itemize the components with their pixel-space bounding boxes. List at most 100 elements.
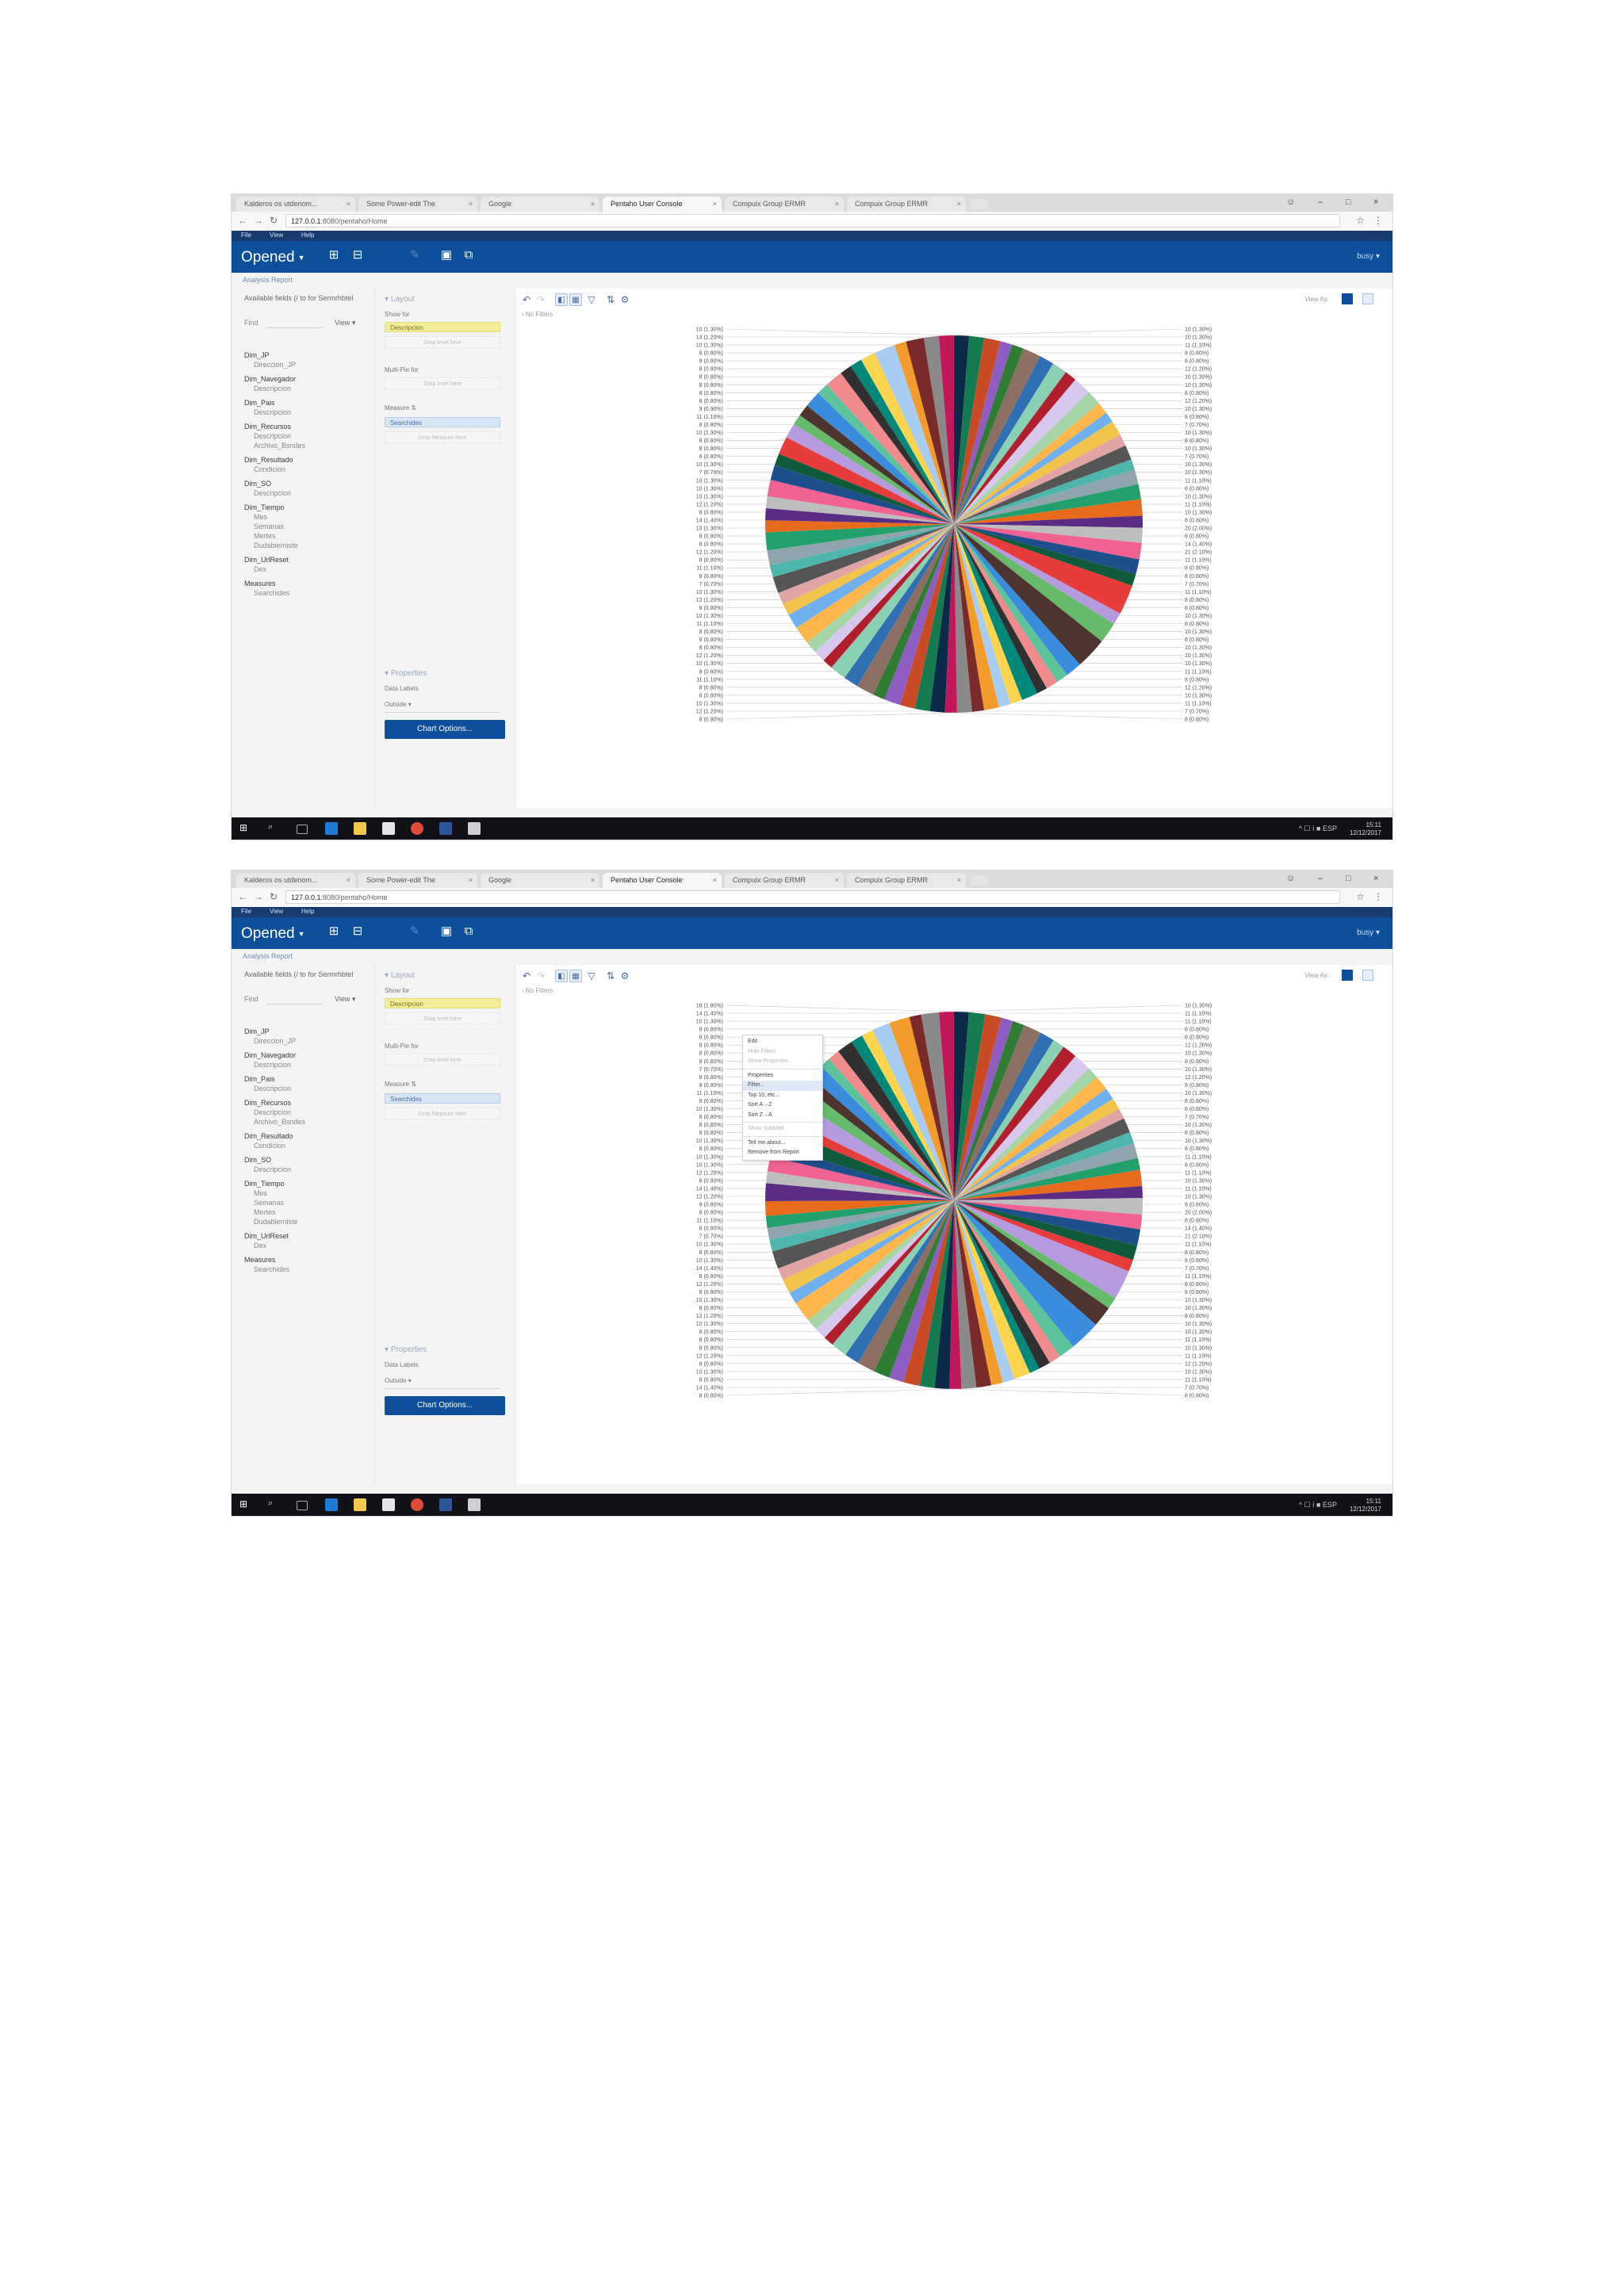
windows-start-icon[interactable]: ⊞ bbox=[239, 822, 248, 833]
pie-slice[interactable] bbox=[769, 524, 954, 577]
bookmark-star-icon[interactable]: ☆ bbox=[1356, 891, 1365, 902]
pie-slice[interactable] bbox=[954, 1032, 1054, 1200]
menu-help[interactable]: Help bbox=[301, 908, 315, 915]
pie-slice[interactable] bbox=[954, 1200, 1143, 1230]
menu-help[interactable]: Help bbox=[301, 232, 315, 239]
close-icon[interactable]: × bbox=[834, 200, 839, 208]
pie-slice[interactable] bbox=[826, 373, 954, 525]
edit-icon[interactable]: ⊟ bbox=[352, 924, 363, 938]
pie-slice[interactable] bbox=[954, 1200, 1060, 1363]
minimize-icon[interactable]: – bbox=[1318, 197, 1323, 207]
context-menu-item[interactable]: Properties bbox=[748, 1072, 773, 1078]
edge-icon[interactable] bbox=[325, 1498, 338, 1511]
url-input[interactable]: 127.0.0.1:8080/pentaho/Home bbox=[285, 890, 1340, 904]
save-icon[interactable]: ▣ bbox=[440, 924, 453, 938]
pie-slice[interactable] bbox=[821, 1058, 954, 1200]
browser-tab[interactable]: Some Power-edit The × bbox=[358, 197, 477, 212]
pie-slice[interactable] bbox=[954, 469, 1139, 524]
forward-icon[interactable]: → bbox=[254, 215, 263, 226]
pie-slice[interactable] bbox=[921, 1012, 954, 1200]
measure-chip[interactable]: Searchides bbox=[385, 1093, 500, 1104]
store-icon[interactable] bbox=[382, 822, 395, 835]
attribute-item[interactable]: Descripcion bbox=[254, 1061, 292, 1069]
dimension-item[interactable]: Dim_JP bbox=[244, 351, 270, 359]
pie-slice[interactable] bbox=[954, 1039, 1064, 1200]
dimension-item[interactable]: Dim_Pais bbox=[244, 399, 275, 407]
user-profile-icon[interactable]: ☺ bbox=[1286, 197, 1296, 207]
properties-heading[interactable]: ▾ Properties bbox=[385, 669, 427, 678]
task-view-icon[interactable] bbox=[297, 825, 308, 834]
pie-slice[interactable] bbox=[954, 459, 1135, 525]
pie-slice[interactable] bbox=[788, 524, 954, 628]
pie-slice[interactable] bbox=[954, 1068, 1097, 1200]
pie-chart[interactable]: 18 (1.80%) 14 (1.40%) 10 (1.30%) 8 (0.80%) 8… bbox=[515, 997, 1392, 1484]
pie-slice[interactable] bbox=[767, 1200, 954, 1240]
find-input[interactable] bbox=[266, 993, 322, 1004]
attribute-item[interactable]: Descripcion bbox=[254, 408, 292, 416]
close-icon[interactable]: × bbox=[956, 200, 961, 208]
pie-slice[interactable] bbox=[831, 524, 954, 678]
dimension-item[interactable]: Dim_JP bbox=[244, 1027, 270, 1035]
pie-slice[interactable] bbox=[954, 1012, 969, 1200]
pie-slice[interactable] bbox=[954, 524, 1139, 575]
show-for-chip[interactable]: Descripcion bbox=[385, 998, 500, 1008]
bookmark-star-icon[interactable]: ☆ bbox=[1356, 215, 1365, 226]
url-input[interactable]: 127.0.0.1:8080/pentaho/Home bbox=[285, 214, 1340, 228]
pie-slice[interactable] bbox=[923, 335, 954, 524]
context-menu-item[interactable]: Filter... bbox=[743, 1081, 822, 1091]
pie-slice[interactable] bbox=[823, 524, 954, 668]
pie-slice[interactable] bbox=[772, 524, 954, 593]
attribute-item[interactable]: Archivo_Bsndes bbox=[254, 1118, 306, 1126]
breadcrumb-item[interactable]: Analysis Report bbox=[243, 276, 293, 284]
attribute-item[interactable]: Descripcion bbox=[254, 489, 292, 497]
new-tab-button[interactable] bbox=[971, 199, 988, 209]
pie-slice[interactable] bbox=[954, 392, 1099, 524]
pie-slice[interactable] bbox=[954, 363, 1067, 524]
pie-slice[interactable] bbox=[954, 1200, 1133, 1272]
sort-icon[interactable]: ⇅ bbox=[411, 404, 417, 411]
close-icon[interactable]: × bbox=[834, 876, 839, 884]
search-icon[interactable]: ⌕ bbox=[268, 1498, 274, 1508]
pie-slice[interactable] bbox=[954, 524, 1120, 625]
menu-view[interactable]: View bbox=[270, 908, 284, 915]
pie-slice[interactable] bbox=[765, 1200, 954, 1228]
pie-slice[interactable] bbox=[794, 415, 954, 524]
pie-slice[interactable] bbox=[954, 524, 1136, 586]
pie-slice[interactable] bbox=[954, 1014, 1002, 1200]
pie-slice[interactable] bbox=[903, 1200, 954, 1387]
pie-slice[interactable] bbox=[934, 1200, 954, 1389]
dimension-item[interactable]: Dim_Resultado bbox=[244, 456, 293, 464]
pie-slice[interactable] bbox=[914, 524, 954, 712]
pie-slice[interactable] bbox=[954, 379, 1089, 524]
pie-slice[interactable] bbox=[767, 480, 954, 524]
pie-slice[interactable] bbox=[954, 524, 1132, 614]
pie-slice[interactable] bbox=[954, 1118, 1130, 1200]
back-icon[interactable]: ← bbox=[238, 891, 247, 902]
pie-slice[interactable] bbox=[954, 1131, 1134, 1200]
measure-chip[interactable]: Searchides bbox=[385, 417, 500, 427]
pie-slice[interactable] bbox=[803, 1077, 954, 1200]
attribute-item[interactable]: Descripcion bbox=[254, 432, 292, 440]
context-menu-item[interactable]: Sort Z→A bbox=[748, 1112, 772, 1118]
close-icon[interactable]: × bbox=[468, 200, 473, 208]
clock[interactable]: 15:11 12/12/2017 bbox=[1350, 1498, 1381, 1513]
browser-tab[interactable]: Compuix Group ERMR × bbox=[725, 197, 844, 212]
attribute-item[interactable]: Searchides bbox=[254, 589, 290, 597]
pie-slice[interactable] bbox=[954, 1186, 1143, 1200]
dimension-item[interactable]: Dim_SO bbox=[244, 480, 272, 488]
dimension-item[interactable]: Dim_Resultado bbox=[244, 1132, 293, 1140]
pie-slice[interactable] bbox=[814, 524, 954, 660]
system-tray[interactable]: ^ ☐ ⅰ ■ ESP bbox=[1298, 1501, 1337, 1509]
maximize-icon[interactable]: □ bbox=[1346, 197, 1351, 207]
pie-slice[interactable] bbox=[939, 1012, 954, 1200]
attribute-item[interactable]: Direccion_JP bbox=[254, 361, 297, 369]
attribute-item[interactable]: Descripcion bbox=[254, 1165, 292, 1173]
attribute-item[interactable]: Mes bbox=[254, 513, 268, 521]
pie-slice[interactable] bbox=[779, 437, 954, 525]
browser-tab-active[interactable]: Pentaho User Console × bbox=[603, 197, 722, 212]
pie-slice[interactable] bbox=[954, 1200, 977, 1389]
pie-slice[interactable] bbox=[954, 335, 985, 524]
browser-menu-icon[interactable]: ⋮ bbox=[1373, 891, 1383, 902]
maximize-icon[interactable]: □ bbox=[1346, 874, 1351, 883]
dimension-item[interactable]: Dim_Pais bbox=[244, 1075, 275, 1083]
